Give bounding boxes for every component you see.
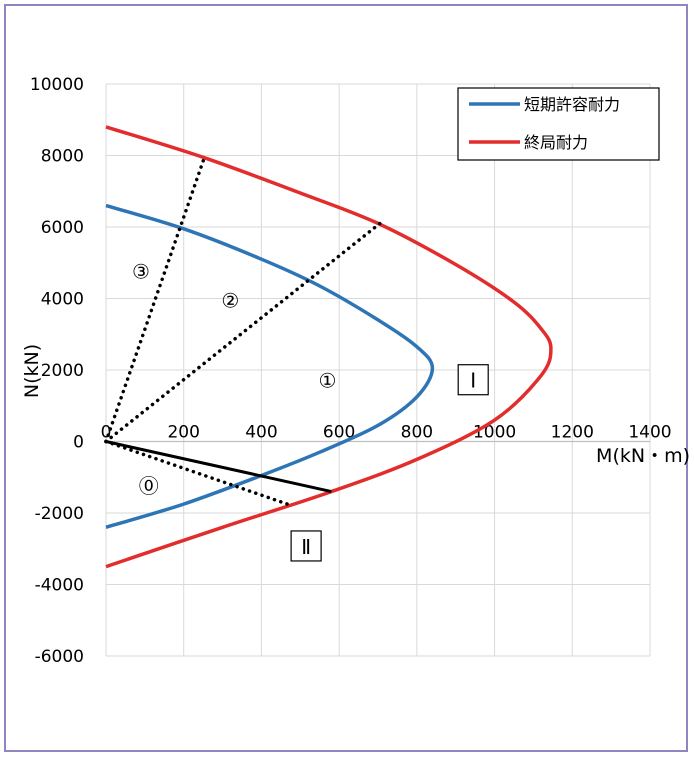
load-case-label: ⓪ <box>139 474 159 498</box>
y-tick-labels: 10000 8000 6000 4000 2000 0 -2000 -4000 -6000 <box>30 75 84 667</box>
boxed-region-label: Ⅰ <box>470 369 476 393</box>
x-tick-label: 1200 <box>551 423 594 443</box>
x-tick-label: 1400 <box>628 423 671 443</box>
y-tick-label: 8000 <box>41 147 84 167</box>
y-tick-label: 4000 <box>41 290 84 310</box>
y-axis-title: N(kN) <box>21 344 43 398</box>
y-tick-label: -6000 <box>35 647 84 667</box>
region-label-box <box>290 530 322 562</box>
y-tick-label: -2000 <box>35 504 84 524</box>
legend: 短期許容耐力 終局耐力 <box>457 87 660 161</box>
x-tick-label: 0 <box>101 423 112 443</box>
load-case-label: ③ <box>132 260 150 284</box>
region-label-box <box>457 364 489 396</box>
legend-label-ultimate: 終局耐力 <box>524 133 588 152</box>
x-tick-label: 1000 <box>473 423 516 443</box>
grid-lines <box>105 83 651 657</box>
legend-label-short-term: 短期許容耐力 <box>524 95 620 114</box>
x-tick-label: 600 <box>323 423 355 443</box>
y-tick-label: 10000 <box>30 75 84 95</box>
load-case-label: ① <box>319 369 337 393</box>
legend-box <box>457 87 660 161</box>
dotted-load-line <box>104 153 207 444</box>
ultimate-capacity-curve <box>105 125 553 569</box>
x-tick-label: 400 <box>245 423 277 443</box>
y-tick-label: -4000 <box>35 576 84 596</box>
short-term-capacity-curve <box>105 203 435 529</box>
x-tick-labels: 0 200 400 600 800 1000 1200 1400 <box>101 423 672 443</box>
x-axis-title: M(kN・m) <box>596 445 690 467</box>
load-case-label: ② <box>221 288 239 312</box>
dotted-load-line <box>104 221 382 444</box>
x-tick-label: 800 <box>401 423 433 443</box>
capacity-curves <box>105 125 553 569</box>
y-tick-label: 0 <box>73 433 84 453</box>
boxed-region-label: Ⅱ <box>301 535 311 559</box>
dotted-load-line <box>104 439 295 508</box>
load-lines <box>104 153 382 508</box>
y-tick-label: 6000 <box>41 218 84 238</box>
x-tick-label: 200 <box>167 423 199 443</box>
y-tick-label: 2000 <box>41 361 84 381</box>
region-labels: ③ ② ① ⓪ Ⅰ Ⅱ <box>132 260 489 562</box>
solid-load-line <box>105 440 332 494</box>
